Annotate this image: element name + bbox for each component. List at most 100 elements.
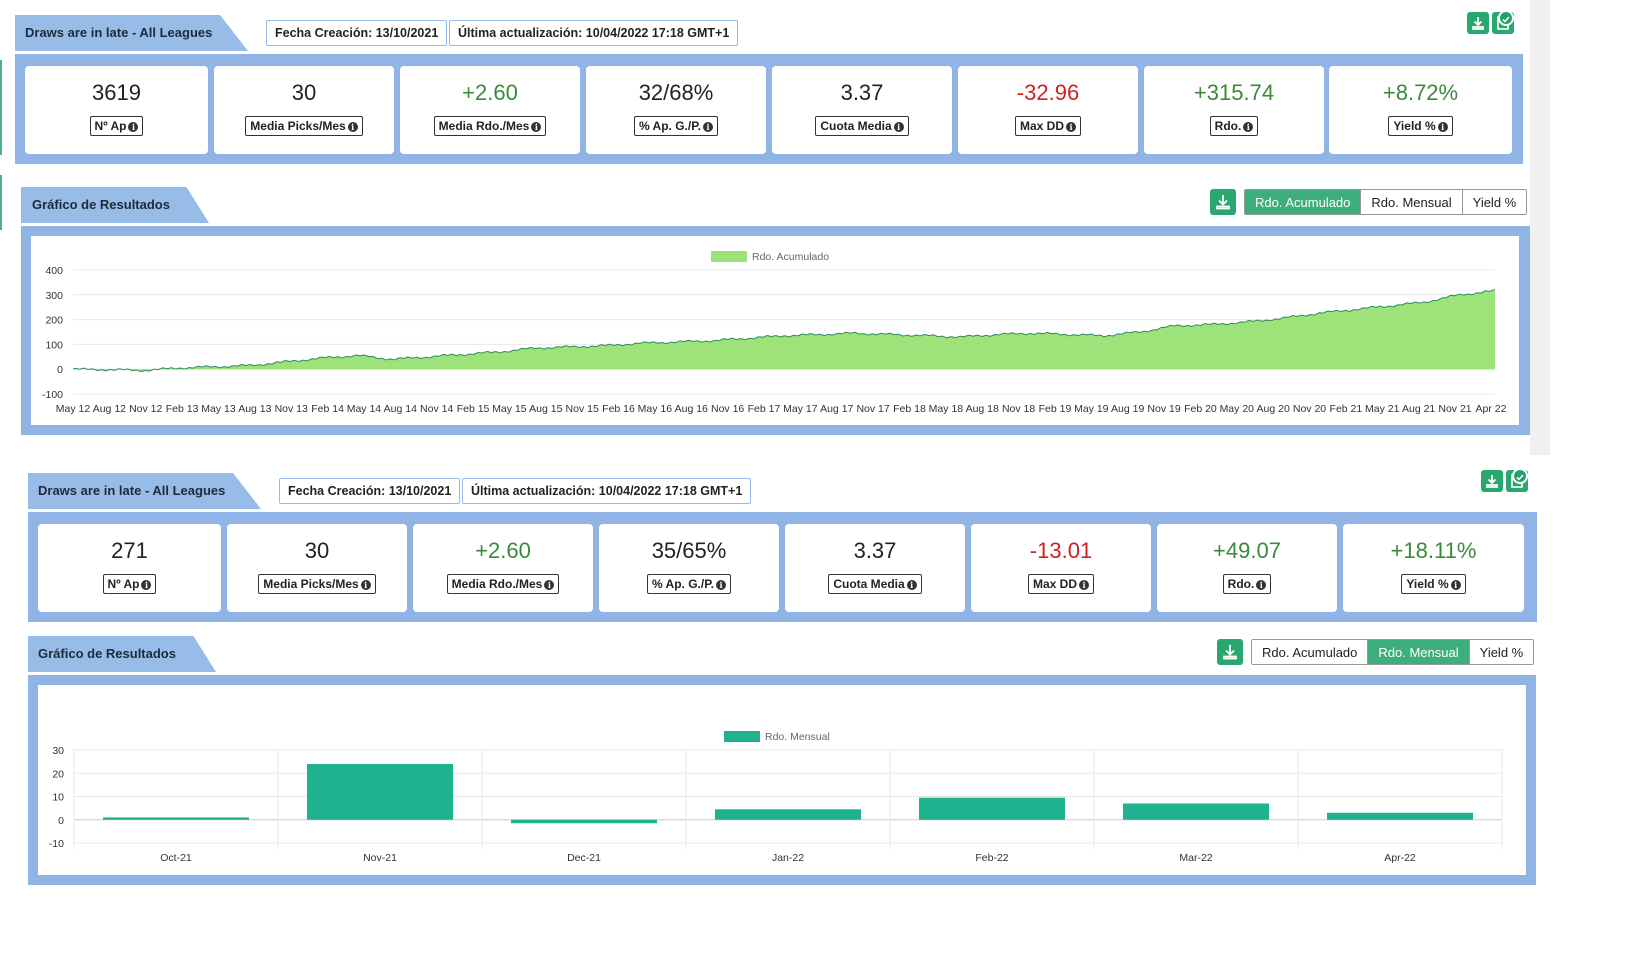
bar — [919, 797, 1065, 820]
chart-mode-toggle[interactable]: Rdo. Acumulado Rdo. Mensual Yield % — [1251, 639, 1535, 665]
creation-date: Fecha Creación: 13/10/2021 — [279, 478, 461, 504]
download-button[interactable] — [1481, 470, 1503, 492]
x-tick-label: Nov 20 — [1293, 403, 1326, 415]
info-icon[interactable]: i — [716, 580, 726, 590]
kpi-card: +2.60 Media Rdo./Mes i — [413, 524, 593, 612]
y-tick-label: 300 — [45, 290, 63, 302]
kpi-label[interactable]: Rdo. i — [1222, 574, 1272, 594]
kpi-label[interactable]: Media Rdo./Mes i — [433, 116, 547, 136]
x-tick-label: Mar-22 — [1179, 852, 1212, 864]
info-icon[interactable]: i — [544, 580, 555, 590]
x-tick-label: May 16 — [638, 403, 673, 415]
info-icon[interactable]: i — [1450, 580, 1461, 590]
x-tick-label: Aug 16 — [675, 403, 708, 415]
kpi-label[interactable]: Media Rdo./Mes i — [446, 574, 560, 594]
bar — [307, 763, 453, 820]
toggle-yield[interactable]: Yield % — [1479, 645, 1524, 660]
kpi-label[interactable]: Nº Ap i — [102, 574, 157, 594]
kpi-value: 30 — [291, 80, 317, 105]
kpi-card: 3.37 Cuota Media i — [772, 66, 952, 154]
toggle-rdo-mensual[interactable]: Rdo. Mensual — [1361, 190, 1463, 214]
download-icon — [1486, 475, 1498, 488]
info-icon[interactable]: i — [1079, 580, 1089, 590]
chart-mode-toggle[interactable]: Rdo. Acumulado Rdo. Mensual Yield % — [1244, 189, 1528, 215]
kpi-card: -32.96 Max DD i — [958, 66, 1138, 154]
x-tick-label: Nov-21 — [363, 852, 397, 864]
kpi-label[interactable]: Media Picks/Mes i — [245, 116, 363, 136]
x-tick-label: Aug 18 — [966, 403, 999, 415]
toggle-yield[interactable]: Yield % — [1472, 195, 1517, 210]
info-icon[interactable]: i — [128, 122, 139, 132]
x-tick-label: Feb 16 — [602, 403, 635, 415]
kpi-label[interactable]: Yield % i — [1388, 116, 1453, 136]
kpi-label[interactable]: Rdo. i — [1209, 116, 1259, 136]
chart-section-title: Gráfico de Resultados — [21, 187, 209, 223]
kpi-card: 3.37 Cuota Media i — [785, 524, 965, 612]
kpi-label-text: Nº Ap — [107, 577, 140, 591]
kpi-card: +8.72% Yield % i — [1329, 66, 1512, 154]
kpi-label-text: Max DD — [1032, 577, 1077, 591]
kpi-value: +49.07 — [1213, 538, 1281, 563]
x-tick-label: May 20 — [1220, 403, 1255, 415]
legend-swatch — [711, 251, 747, 262]
info-icon[interactable]: i — [893, 122, 904, 132]
kpi-label[interactable]: Max DD i — [1027, 574, 1094, 594]
info-icon[interactable]: i — [1437, 122, 1448, 132]
info-icon[interactable]: i — [906, 580, 917, 590]
kpi-label[interactable]: Yield % i — [1401, 574, 1466, 594]
kpi-card: 30 Media Picks/Mes i — [227, 524, 407, 612]
kpi-label-text: Rdo. — [1227, 577, 1255, 591]
y-tick-label: 0 — [57, 364, 63, 376]
toggle-rdo-acumulado[interactable]: Rdo. Acumulado — [1245, 190, 1362, 214]
info-icon[interactable]: i — [1066, 122, 1076, 132]
kpi-label[interactable]: Cuota Media i — [828, 574, 922, 594]
info-icon[interactable]: i — [347, 122, 358, 132]
toggle-rdo-acumulado[interactable]: Rdo. Acumulado — [1252, 640, 1369, 664]
kpi-label-text: Media Picks/Mes — [263, 577, 359, 591]
info-icon[interactable]: i — [703, 122, 713, 132]
left-accent-line — [0, 60, 2, 155]
info-icon[interactable]: i — [1256, 580, 1267, 590]
x-tick-label: Apr 22 — [1476, 403, 1507, 415]
x-tick-label: Aug 12 — [93, 403, 126, 415]
scrollbar-track[interactable] — [1530, 0, 1550, 455]
x-tick-label: Dec-21 — [567, 852, 601, 864]
check-icon — [1498, 10, 1514, 26]
kpi-label[interactable]: Media Picks/Mes i — [258, 574, 376, 594]
series-line — [72, 289, 1496, 373]
info-icon[interactable]: i — [141, 580, 152, 590]
x-tick-label: Aug 20 — [1257, 403, 1290, 415]
y-tick-label: -10 — [49, 838, 64, 850]
x-tick-label: Apr-22 — [1384, 852, 1416, 864]
chart-download-button[interactable] — [1210, 189, 1236, 215]
bar — [103, 817, 249, 820]
kpi-label-text: Media Rdo./Mes — [438, 119, 530, 133]
download-button[interactable] — [1467, 12, 1489, 34]
x-tick-label: May 15 — [492, 403, 527, 415]
last-update: Última actualización: 10/04/2022 17:18 G… — [449, 20, 739, 46]
kpi-label[interactable]: % Ap. G./P. i — [646, 574, 731, 594]
kpi-label[interactable]: Max DD i — [1014, 116, 1081, 136]
y-tick-label: 200 — [45, 315, 63, 327]
x-tick-label: Nov 13 — [275, 403, 308, 415]
x-tick-label: Nov 16 — [711, 403, 744, 415]
kpi-value: +315.74 — [1193, 80, 1275, 105]
creation-date: Fecha Creación: 13/10/2021 — [266, 20, 448, 46]
info-icon[interactable]: i — [531, 122, 542, 132]
kpi-label[interactable]: % Ap. G./P. i — [633, 116, 718, 136]
x-tick-label: Feb-22 — [975, 852, 1008, 864]
kpi-card: +18.11% Yield % i — [1343, 524, 1524, 612]
chart-download-button[interactable] — [1217, 639, 1243, 665]
x-tick-label: Nov 15 — [566, 403, 599, 415]
toggle-rdo-mensual[interactable]: Rdo. Mensual — [1368, 640, 1470, 664]
kpi-label[interactable]: Cuota Media i — [815, 116, 909, 136]
kpi-value: 30 — [304, 538, 330, 563]
kpi-label[interactable]: Nº Ap i — [89, 116, 144, 136]
bar — [715, 809, 861, 820]
kpi-panel: 271 Nº Ap i 30 Media Picks/Mes i +2.60 Media Rd… — [28, 512, 1537, 622]
kpi-value: 3619 — [92, 80, 141, 105]
info-icon[interactable]: i — [360, 580, 371, 590]
legend-label: Rdo. Acumulado — [752, 251, 829, 263]
info-icon[interactable]: i — [1243, 122, 1254, 132]
